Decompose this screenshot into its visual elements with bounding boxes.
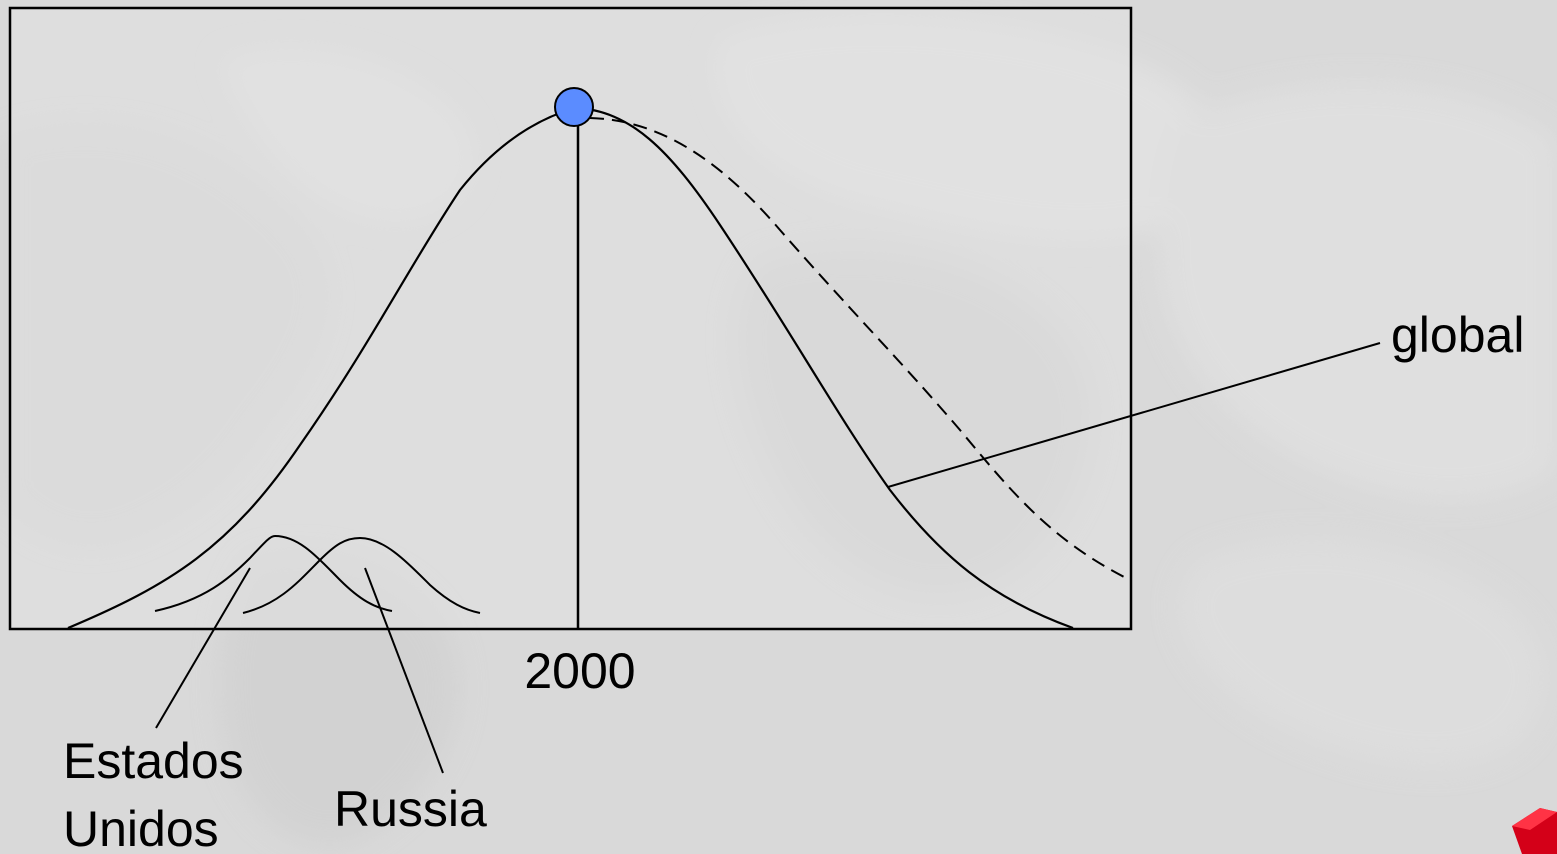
russia-production-curve	[242, 536, 481, 614]
peak-year-label: 2000	[524, 643, 635, 699]
us-production-curve	[154, 534, 393, 612]
global-label: global	[1391, 307, 1524, 363]
peak-marker	[554, 87, 594, 127]
russia-label: Russia	[334, 781, 487, 837]
global-leader-line	[887, 342, 1381, 488]
us-leader-line	[155, 567, 251, 729]
us-label-line1: Estados	[63, 733, 244, 789]
corner-logo-fragment	[1512, 808, 1557, 854]
us-label-line2: Unidos	[63, 801, 219, 854]
global-production-dashed-curve	[589, 117, 1131, 581]
russia-leader-line	[364, 567, 444, 774]
